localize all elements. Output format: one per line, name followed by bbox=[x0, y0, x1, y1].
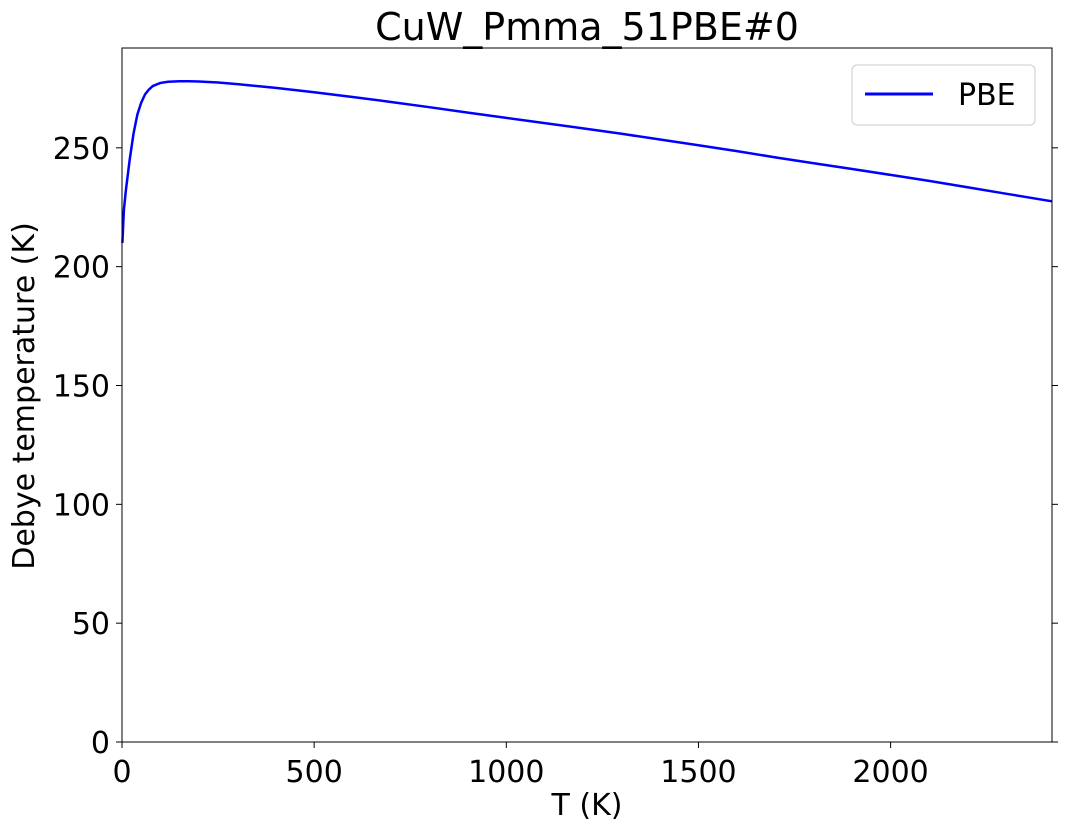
axis-ticks: 0 500 1000 1500 2000 0 50 100 150 200 250 bbox=[53, 132, 1058, 790]
x-axis-label: T (K) bbox=[551, 788, 623, 823]
x-tick-label: 2000 bbox=[852, 755, 928, 790]
chart-title: CuW_Pmma_51PBE#0 bbox=[375, 5, 799, 49]
legend-label: PBE bbox=[958, 78, 1016, 113]
legend-box bbox=[851, 64, 1036, 126]
y-tick-label: 250 bbox=[53, 132, 110, 167]
x-tick-label: 1500 bbox=[660, 755, 736, 790]
series-line-pbe bbox=[121, 80, 1053, 243]
y-tick-label: 100 bbox=[53, 488, 110, 523]
y-tick-label: 50 bbox=[72, 607, 110, 642]
y-axis-label: Debye temperature (K) bbox=[7, 222, 42, 570]
plot-frame bbox=[121, 47, 1053, 743]
y-tick-label: 200 bbox=[53, 251, 110, 286]
legend: PBE bbox=[851, 64, 1036, 126]
x-tick-label: 1000 bbox=[468, 755, 544, 790]
y-tick-label: 150 bbox=[53, 369, 110, 404]
y-tick-label: 0 bbox=[91, 726, 110, 761]
x-tick-label: 0 bbox=[112, 755, 131, 790]
x-tick-label: 500 bbox=[286, 755, 343, 790]
plot-area bbox=[121, 47, 1053, 743]
